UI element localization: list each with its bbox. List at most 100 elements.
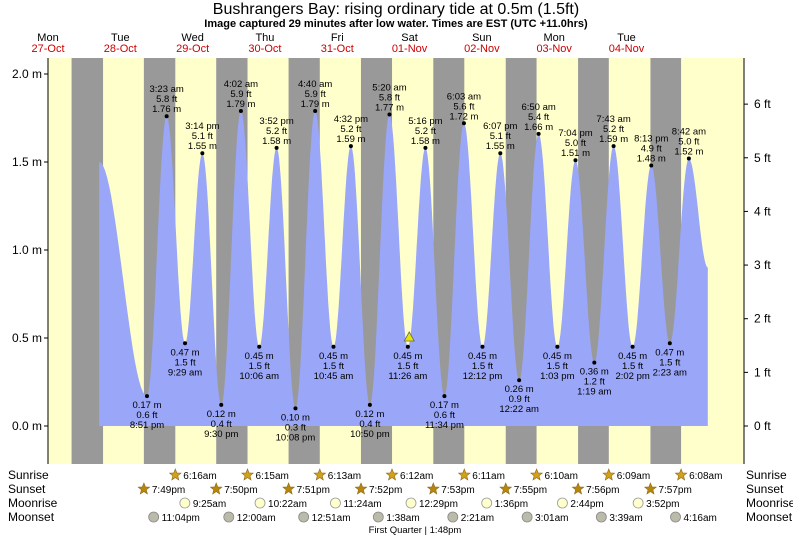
tide-label: 0.12 m — [355, 409, 384, 420]
day-date: 29-Oct — [176, 43, 209, 55]
tide-label: 8:51 pm — [130, 420, 164, 431]
tide-extreme-dot — [313, 108, 318, 113]
y-tick-label-ft: 6 ft — [754, 97, 771, 111]
sunset-icon — [209, 482, 223, 495]
tide-label: 1.5 ft — [659, 357, 680, 368]
almanac-row-label-left: Sunrise — [8, 468, 49, 482]
sunset-icon — [499, 482, 513, 495]
tide-extreme-dot — [183, 341, 188, 346]
tide-label: 0.6 ft — [136, 410, 157, 421]
tide-extreme-dot — [555, 344, 560, 349]
tide-label: 2:23 am — [653, 367, 687, 378]
y-tick-label-m: 1.0 m — [12, 243, 42, 257]
moonset-time: 11:04pm — [162, 513, 200, 524]
sunrise-time: 6:12am — [400, 471, 433, 482]
tide-label: 1.5 ft — [472, 361, 493, 372]
sunset-time: 7:49pm — [152, 485, 185, 496]
moonset-time: 1:38am — [386, 513, 419, 524]
tide-label: 1.5 ft — [174, 357, 195, 368]
tide-label: 5.2 ft — [415, 126, 436, 137]
moonset-icon — [223, 511, 235, 523]
sunrise-icon — [168, 468, 182, 481]
tide-label: 8:42 am — [672, 126, 706, 137]
sunrise-icon — [602, 468, 616, 481]
almanac-row-label-right: Moonset — [746, 510, 793, 524]
day-name: Fri — [331, 32, 344, 44]
chart-title: Bushrangers Bay: rising ordinary tide at… — [213, 1, 579, 18]
tide-extreme-dot — [405, 344, 410, 349]
sunset-icon — [571, 482, 585, 495]
day-date: 27-Oct — [31, 43, 64, 55]
tide-label: 4.9 ft — [641, 144, 662, 155]
day-name: Mon — [543, 32, 564, 44]
tide-label: 0.36 m — [580, 367, 609, 378]
tide-label: 0.4 ft — [211, 419, 232, 430]
tide-extreme-dot — [649, 163, 654, 168]
moonrise-icon — [179, 497, 191, 509]
tide-label: 0.45 m — [393, 351, 422, 362]
y-tick-label-m: 0.5 m — [12, 331, 42, 345]
y-tick-label-ft: 0 ft — [754, 419, 771, 433]
tide-extreme-dot — [461, 121, 466, 126]
sunset-icon — [643, 482, 657, 495]
tide-labels: 0.17 m0.6 ft8:51 pm3:23 am5.8 ft1.76 m0.… — [130, 79, 706, 443]
y-tick-label-m: 1.5 m — [12, 155, 42, 169]
day-name: Sun — [472, 32, 492, 44]
day-name: Tue — [111, 32, 130, 44]
tide-label: 0.47 m — [655, 347, 684, 358]
tide-label: 1.59 m — [599, 134, 628, 145]
tide-label: 1.79 m — [301, 99, 330, 110]
tide-label: 1.55 m — [486, 141, 515, 152]
day-date: 01-Nov — [392, 43, 428, 55]
tide-label: 5.8 ft — [156, 94, 177, 105]
moonrise-time: 12:29pm — [419, 499, 458, 510]
tide-label: 5.1 ft — [490, 131, 511, 142]
moonset-time: 4:16am — [684, 513, 717, 524]
tide-label: 0.45 m — [468, 351, 497, 362]
almanac-row-label-right: Sunrise — [746, 468, 787, 482]
tide-label: 1.77 m — [375, 102, 404, 113]
tide-label: 1.55 m — [188, 141, 217, 152]
moon-phase-label: First Quarter | 1:48pm — [369, 525, 462, 536]
tide-label: 5:20 am — [372, 82, 406, 93]
moonrise-time: 10:22am — [268, 499, 307, 510]
day-name: Wed — [181, 32, 203, 44]
moonset-icon — [447, 511, 459, 523]
sunrise-icon — [674, 468, 688, 481]
tide-label: 5.0 ft — [565, 138, 586, 149]
sunset-time: 7:52pm — [369, 485, 402, 496]
tide-extreme-dot — [423, 145, 428, 150]
tide-extreme-dot — [611, 144, 616, 149]
tide-label: 1.79 m — [226, 99, 255, 110]
tide-label: 12:12 pm — [463, 371, 503, 382]
tide-label: 3:14 pm — [185, 121, 219, 132]
tide-label: 0.45 m — [319, 351, 348, 362]
y-tick-label-m: 0.0 m — [12, 419, 42, 433]
sunset-icon — [354, 482, 368, 495]
tide-label: 1.52 m — [674, 146, 703, 157]
tide-label: 9:29 am — [168, 367, 202, 378]
day-name: Sat — [401, 32, 418, 44]
tide-label: 1.58 m — [411, 136, 440, 147]
tide-label: 5.2 ft — [266, 126, 287, 137]
sunrise-time: 6:09am — [617, 471, 650, 482]
tide-label: 1.5 ft — [249, 361, 270, 372]
y-tick-label-ft: 3 ft — [754, 258, 771, 272]
day-date: 28-Oct — [104, 43, 137, 55]
tide-label: 1.48 m — [637, 154, 666, 165]
y-tick-label-ft: 5 ft — [754, 151, 771, 165]
tide-label: 6:03 am — [447, 91, 481, 102]
sunset-time: 7:51pm — [297, 485, 330, 496]
moonset-time: 3:39am — [609, 513, 642, 524]
day-name: Thu — [255, 32, 274, 44]
moonset-icon — [595, 511, 607, 523]
tide-extreme-dot — [238, 108, 243, 113]
tide-label: 4:02 am — [224, 79, 258, 90]
day-labels: Mon27-OctTue28-OctWed29-OctThu30-OctFri3… — [31, 32, 644, 55]
moonrise-time: 3:52pm — [646, 499, 679, 510]
tide-label: 7:04 pm — [558, 128, 592, 139]
day-date: 30-Oct — [248, 43, 281, 55]
moonset-time: 3:01am — [535, 513, 568, 524]
sunrise-time: 6:16am — [183, 471, 216, 482]
